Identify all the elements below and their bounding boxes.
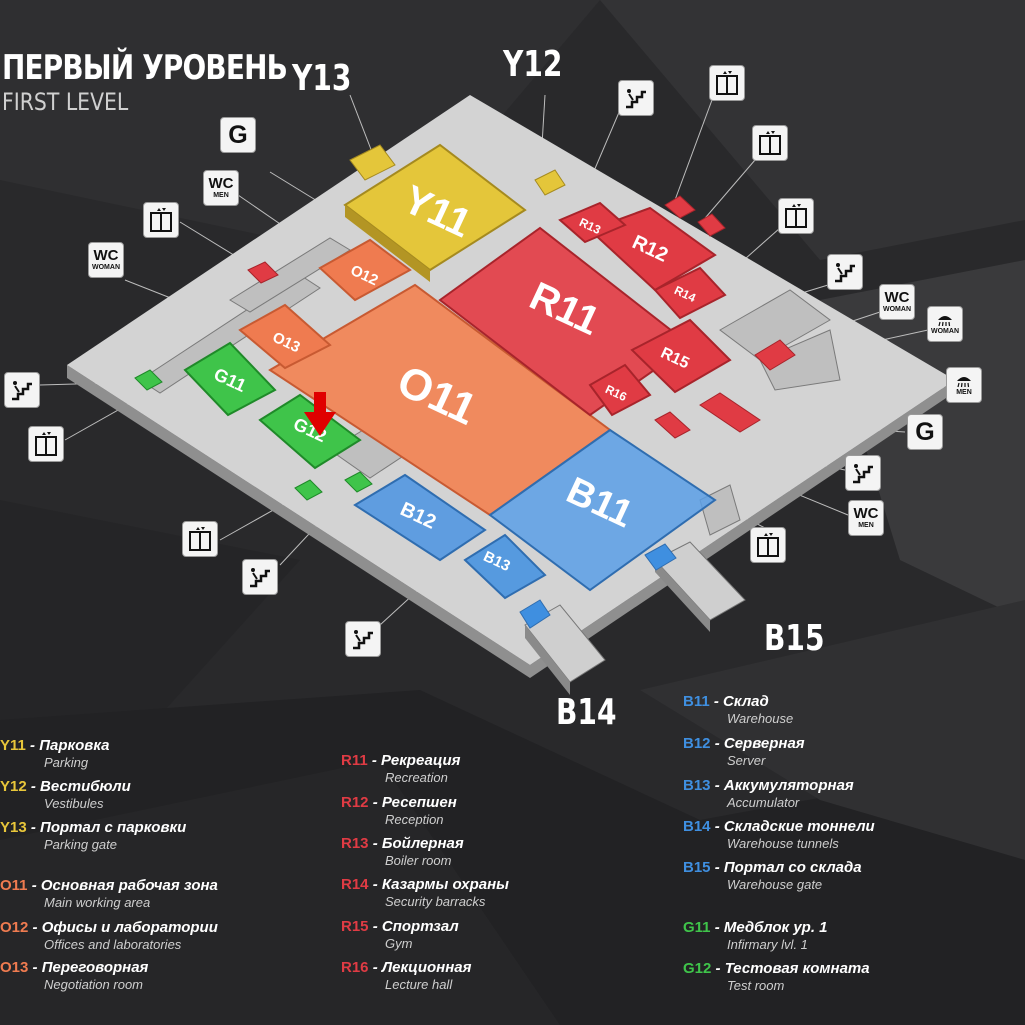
wc-woman-icon: WC WOMAN (879, 284, 915, 320)
callout-b14: B14 (556, 692, 617, 733)
legend-column-2: R11 - Рекреация Recreation R12 - Ресепше… (341, 752, 641, 1002)
legend-item: B15 - Портал со склада Warehouse gate (683, 859, 862, 892)
callout-y12: Y12 (503, 44, 563, 85)
room-o13-block[interactable] (238, 303, 332, 370)
room-r15-block[interactable] (630, 318, 732, 394)
elevator-icon (750, 527, 786, 563)
room-b15-end (644, 543, 677, 571)
legend-item: G12 - Тестовая комната Test room (683, 960, 870, 993)
room-g12-block[interactable] (258, 393, 362, 470)
page-title: ПЕРВЫЙ УРОВЕНЬ (2, 48, 288, 88)
room-b13-block[interactable] (463, 533, 547, 600)
legend-item: B14 - Складские тоннели Warehouse tunnel… (683, 818, 875, 851)
legend-item: R12 - Ресепшен Reception (341, 794, 457, 827)
room-y11-side (345, 205, 430, 282)
elevator-icon (709, 65, 745, 101)
gate-icon: G (907, 414, 943, 450)
legend-item: B11 - Склад Warehouse (683, 693, 794, 726)
room-b12-block[interactable] (353, 473, 487, 562)
room-b11-block[interactable] (488, 428, 717, 592)
elevator-icon (778, 198, 814, 234)
gate-icon: G (220, 117, 256, 153)
wc-woman-icon: WC WOMAN (88, 242, 124, 278)
shower-men-icon: MEN (946, 367, 982, 403)
room-r13-block[interactable] (558, 201, 627, 244)
wc-men-icon: WC MEN (848, 500, 884, 536)
legend-item: Y11 - Парковка Parking (0, 737, 110, 770)
stairs-icon (242, 559, 278, 595)
tunnel-b15 (654, 541, 746, 632)
legend-item: G11 - Медблок ур. 1 Infirmary lvl. 1 (683, 919, 828, 952)
legend-item: R16 - Лекционная Lecture hall (341, 959, 472, 992)
red-service-rooms (247, 195, 796, 439)
callout-y13: Y13 (292, 58, 352, 99)
room-g11-block[interactable] (183, 341, 277, 417)
stairs-icon (845, 455, 881, 491)
stairs-icon (4, 372, 40, 408)
legend-item: B12 - Серверная Server (683, 735, 805, 768)
legend-item: Y13 - Портал с парковки Parking gate (0, 819, 187, 852)
elevator-icon (182, 521, 218, 557)
room-r14-block[interactable] (653, 266, 727, 320)
legend-item: O13 - Переговорная Negotiation room (0, 959, 149, 992)
legend-item: B13 - Аккумуляторная Accumulator (683, 777, 854, 810)
legend-item: R13 - Бойлерная Boiler room (341, 835, 464, 868)
stairs-icon (345, 621, 381, 657)
stairs-icon (827, 254, 863, 290)
elevator-icon (143, 202, 179, 238)
elevator-icon (752, 125, 788, 161)
legend-item: Y12 - Вестибюли Vestibules (0, 778, 131, 811)
legend-column-1: Y11 - Парковка Parking Y12 - Вестибюли V… (0, 737, 300, 997)
wc-men-icon: WC MEN (203, 170, 239, 206)
legend-item: O11 - Основная рабочая зона Main working… (0, 877, 218, 910)
shower-woman-icon: WOMAN (927, 306, 963, 342)
room-y12-stair (534, 169, 566, 196)
callout-b15: B15 (764, 618, 825, 659)
legend-item: R11 - Рекреация Recreation (341, 752, 461, 785)
room-b14-end (519, 599, 551, 629)
stairs-icon (618, 80, 654, 116)
legend-item: R14 - Казармы охраны Security barracks (341, 876, 509, 909)
room-r16-block[interactable] (588, 363, 652, 417)
legend-item: O12 - Офисы и лаборатории Offices and la… (0, 919, 218, 952)
room-o12-block[interactable] (318, 238, 412, 302)
room-r12-block[interactable] (588, 206, 717, 292)
legend-column-3: B11 - Склад Warehouse B12 - Серверная Se… (683, 693, 1003, 998)
elevator-icon (28, 426, 64, 462)
green-service-rooms (134, 369, 373, 501)
page-subtitle: FIRST LEVEL (2, 88, 129, 116)
legend-item: R15 - Спортзал Gym (341, 918, 459, 951)
room-y13-stair (349, 144, 396, 181)
current-location-arrow (304, 392, 336, 436)
